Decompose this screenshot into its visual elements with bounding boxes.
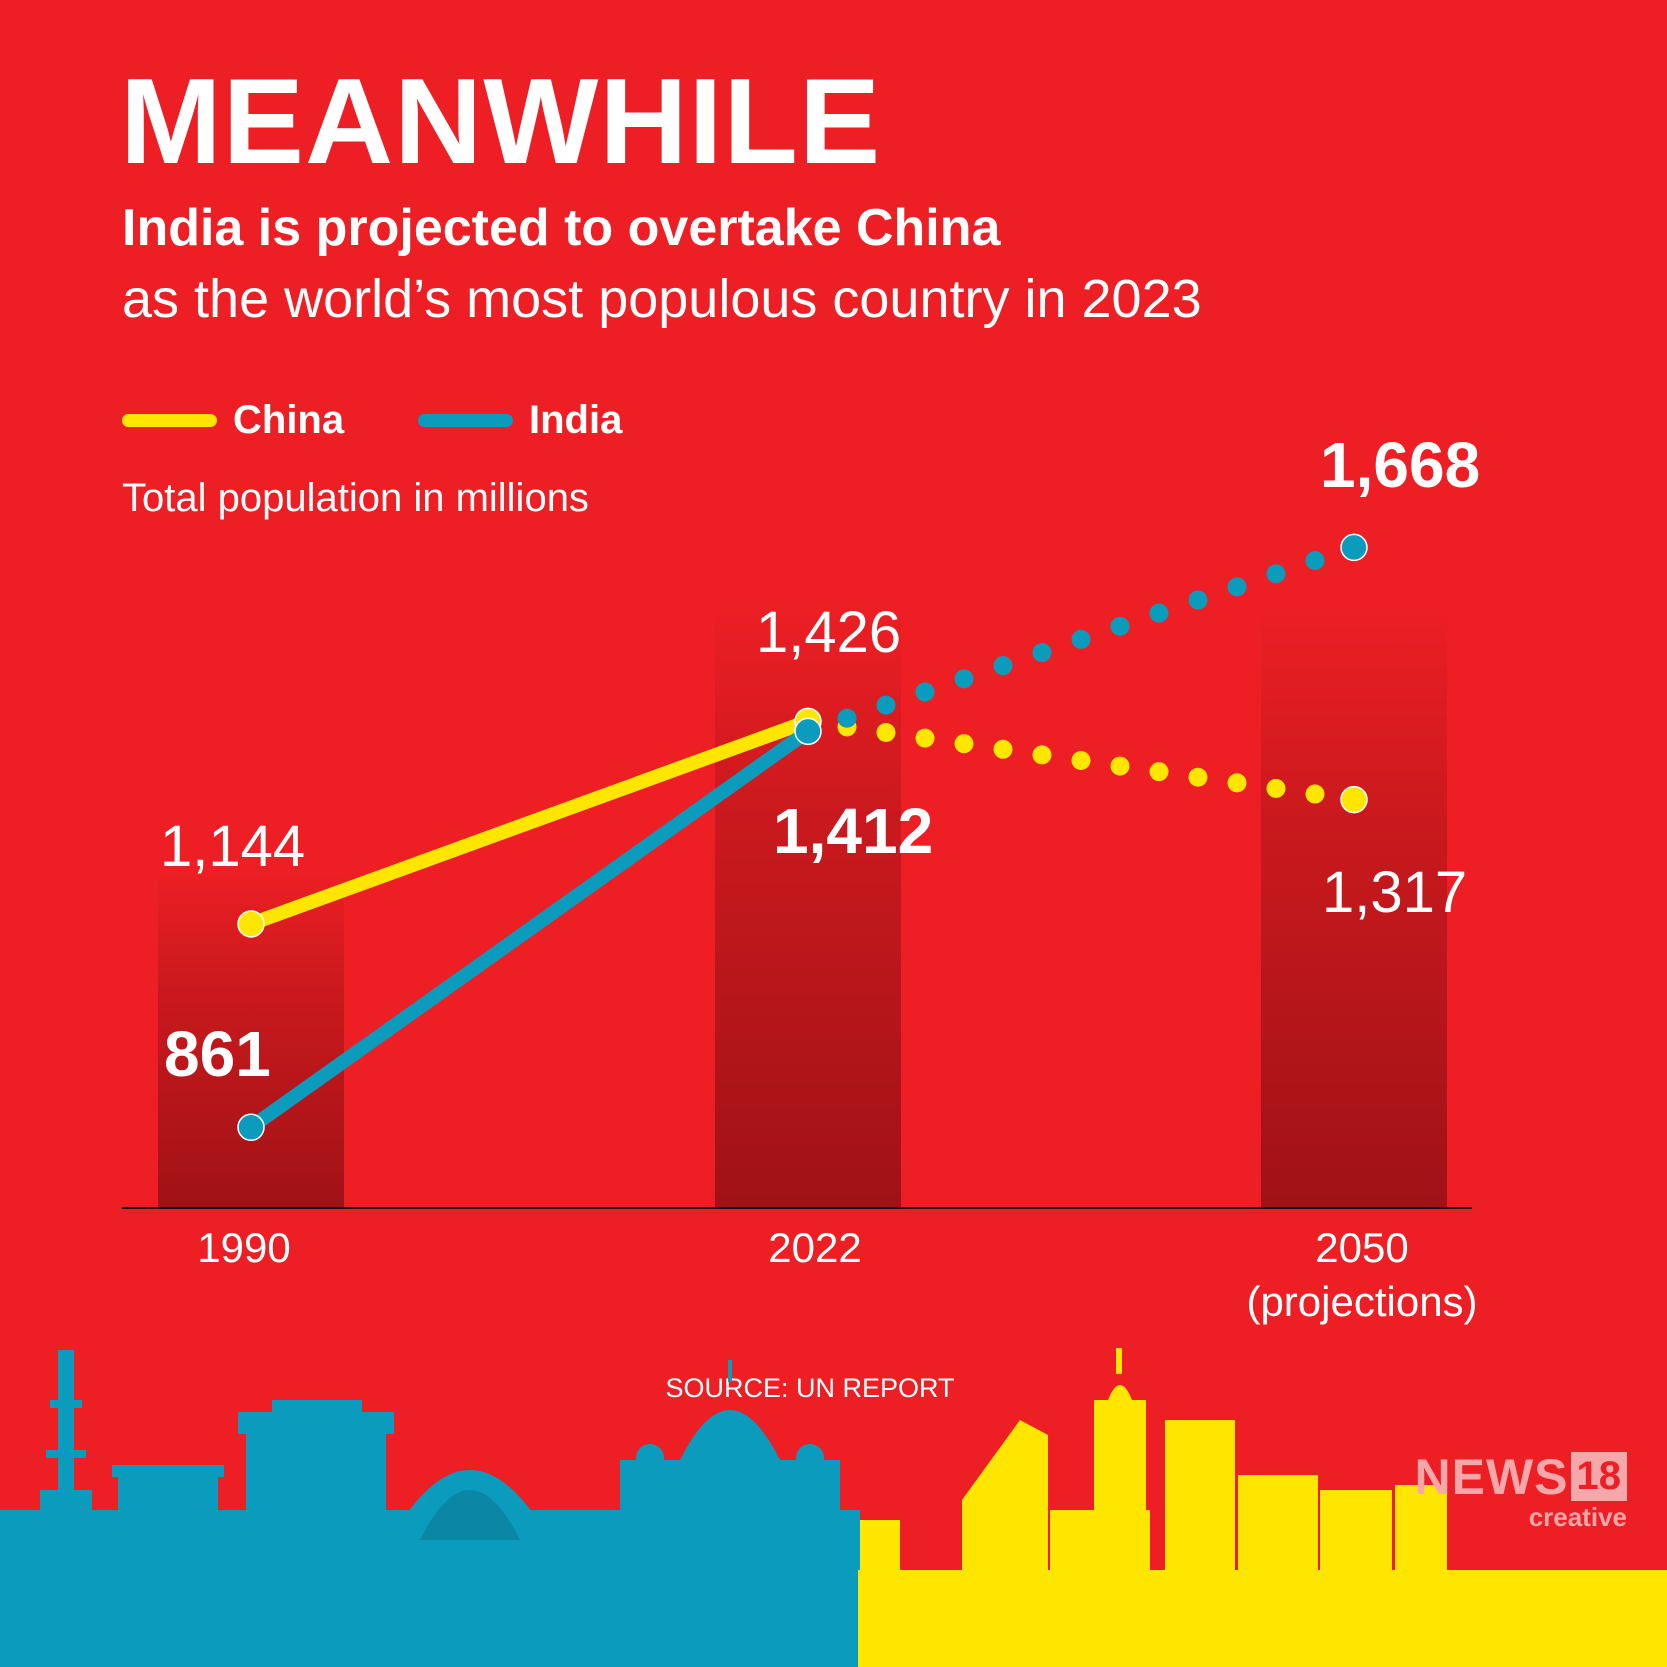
india-projection-dot (876, 695, 896, 715)
india-projection-dot (1149, 603, 1169, 623)
legend-india-label: India (529, 398, 623, 442)
x-tick-label-2050: 2050 (1315, 1224, 1408, 1271)
india-projection-dot (1188, 590, 1208, 610)
china-projection-dot (1149, 762, 1169, 782)
india-projection-dot (915, 682, 935, 702)
india-projection-dot (1227, 577, 1247, 597)
china-point-1990 (237, 910, 265, 938)
news18-logo: NEWS 18 creative (1414, 1449, 1627, 1532)
china-projection-dot (1188, 767, 1208, 787)
legend-china-label: China (233, 398, 345, 442)
india-value-label-1990: 861 (164, 1018, 271, 1090)
india-projection-dot (837, 708, 857, 728)
subtitle-rest: as the world’s most populous country in … (122, 269, 1202, 329)
logo-number: 18 (1570, 1452, 1627, 1501)
column-2050 (1261, 605, 1447, 1208)
china-value-label-2022: 1,426 (756, 600, 901, 665)
legend-china-swatch (122, 414, 217, 427)
india-projection-dot (954, 669, 974, 689)
india-projection-dot (1305, 551, 1325, 571)
x-tick-label-1990: 1990 (197, 1224, 290, 1271)
india-point-2022 (794, 717, 822, 746)
india-value-label-2050: 1,668 (1320, 429, 1480, 501)
subtitle-bold: India is projected to overtake China (122, 199, 1001, 257)
china-skyline (858, 1348, 1667, 1667)
india-projection-dot (993, 656, 1013, 676)
china-projection-dot (1110, 756, 1130, 776)
china-point-2050 (1340, 785, 1368, 814)
china-value-label-1990: 1,144 (160, 814, 305, 879)
india-line-historical (244, 724, 815, 1135)
china-projection-dot (1227, 773, 1247, 793)
unit-label: Total population in millions (122, 476, 589, 520)
india-point-2050 (1340, 533, 1368, 562)
skyline-illustration (0, 1348, 1667, 1667)
china-projection-dot (954, 734, 974, 754)
india-skyline (0, 1350, 860, 1667)
legend-india-swatch (418, 414, 513, 427)
x-tick-note-2050: (projections) (1246, 1278, 1477, 1325)
india-point-1990 (237, 1113, 265, 1142)
headline: MEANWHILE (120, 53, 882, 189)
china-projection-dot (1032, 745, 1052, 765)
source-note: SOURCE: UN REPORT (665, 1373, 955, 1403)
logo-tagline: creative (1528, 1502, 1627, 1532)
china-projection-dot (1071, 750, 1091, 770)
china-value-label-2050: 1,317 (1322, 860, 1467, 925)
china-projection-dot (1266, 778, 1286, 798)
china-projection-dot (1305, 784, 1325, 804)
india-value-label-2022: 1,412 (773, 795, 933, 867)
x-tick-label-2022: 2022 (768, 1224, 861, 1271)
column-2022 (715, 600, 901, 1208)
india-projection-dot (1110, 616, 1130, 636)
china-projection-dot (993, 739, 1013, 759)
india-projection-dot (1032, 643, 1052, 663)
china-projection-dot (915, 728, 935, 748)
china-projection-dot (876, 723, 896, 743)
china-line-historical (244, 714, 815, 931)
india-projection-dot (1266, 564, 1286, 584)
logo-news-text: NEWS (1414, 1449, 1569, 1505)
india-projection-dot (1071, 629, 1091, 649)
